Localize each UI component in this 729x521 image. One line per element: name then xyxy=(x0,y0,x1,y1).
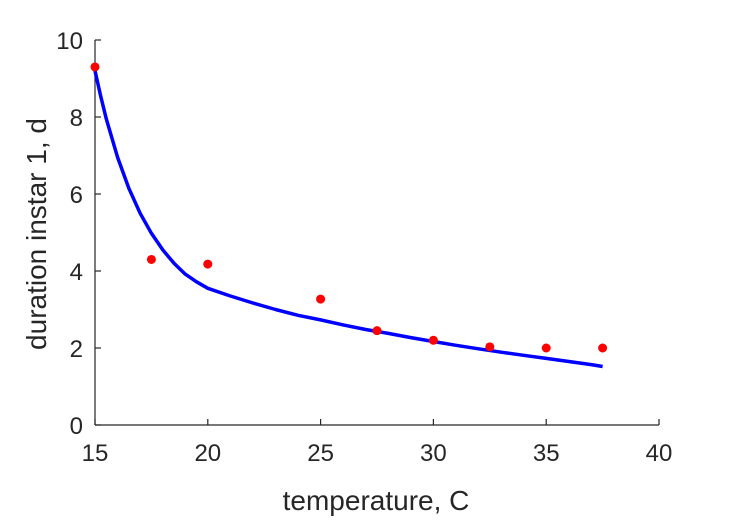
data-point xyxy=(485,342,495,352)
x-tick-label: 25 xyxy=(307,440,334,467)
y-tick-label: 0 xyxy=(70,413,83,440)
y-tick-label: 8 xyxy=(70,105,83,132)
data-point xyxy=(372,326,382,336)
data-point xyxy=(90,62,100,72)
x-tick-label: 35 xyxy=(533,440,560,467)
y-tick-label: 10 xyxy=(56,28,83,55)
plot-series xyxy=(90,62,608,369)
data-point xyxy=(316,294,326,304)
data-point xyxy=(146,254,156,264)
axes: 15 20 25 30 35 40 0 2 4 6 8 10 xyxy=(56,28,672,467)
y-axis-label: duration instar 1, d xyxy=(21,118,52,350)
x-tick-label: 30 xyxy=(420,440,447,467)
data-point xyxy=(541,343,551,353)
x-tick-label: 20 xyxy=(194,440,221,467)
y-tick-label: 6 xyxy=(70,182,83,209)
data-point xyxy=(598,343,608,353)
data-point xyxy=(428,335,438,345)
y-tick-label: 4 xyxy=(70,259,83,286)
x-tick-label: 40 xyxy=(646,440,673,467)
x-tick-label: 15 xyxy=(82,440,109,467)
x-axis-label: temperature, C xyxy=(283,485,470,516)
data-point xyxy=(203,259,213,269)
fit-curve xyxy=(93,70,603,369)
y-tick-label: 2 xyxy=(70,336,83,363)
